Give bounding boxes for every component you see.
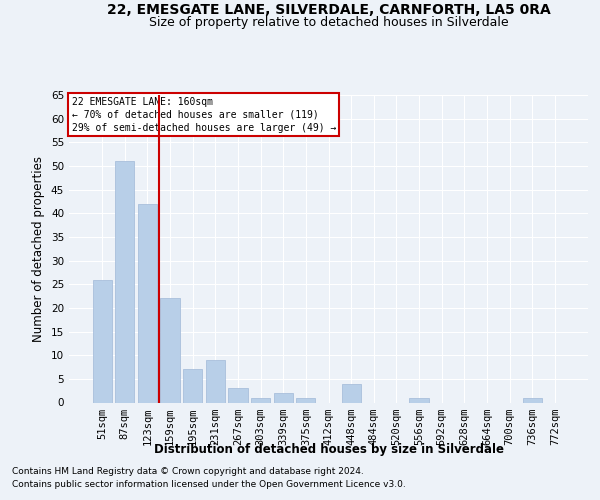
Bar	[251, 398, 270, 402]
Bar	[138, 204, 157, 402]
Text: 22 EMESGATE LANE: 160sqm
← 70% of detached houses are smaller (119)
29% of semi-: 22 EMESGATE LANE: 160sqm ← 70% of detach…	[71, 96, 336, 133]
Bar	[341, 384, 361, 402]
Text: Contains HM Land Registry data © Crown copyright and database right 2024.: Contains HM Land Registry data © Crown c…	[12, 467, 364, 476]
Bar	[115, 161, 134, 402]
Bar	[409, 398, 428, 402]
Text: Distribution of detached houses by size in Silverdale: Distribution of detached houses by size …	[154, 442, 504, 456]
Y-axis label: Number of detached properties: Number of detached properties	[32, 156, 46, 342]
Bar	[92, 280, 112, 402]
Bar	[229, 388, 248, 402]
Text: Size of property relative to detached houses in Silverdale: Size of property relative to detached ho…	[149, 16, 509, 29]
Bar	[160, 298, 180, 403]
Bar	[523, 398, 542, 402]
Bar	[183, 370, 202, 402]
Text: 22, EMESGATE LANE, SILVERDALE, CARNFORTH, LA5 0RA: 22, EMESGATE LANE, SILVERDALE, CARNFORTH…	[107, 2, 551, 16]
Bar	[274, 393, 293, 402]
Text: Contains public sector information licensed under the Open Government Licence v3: Contains public sector information licen…	[12, 480, 406, 489]
Bar	[206, 360, 225, 403]
Bar	[296, 398, 316, 402]
